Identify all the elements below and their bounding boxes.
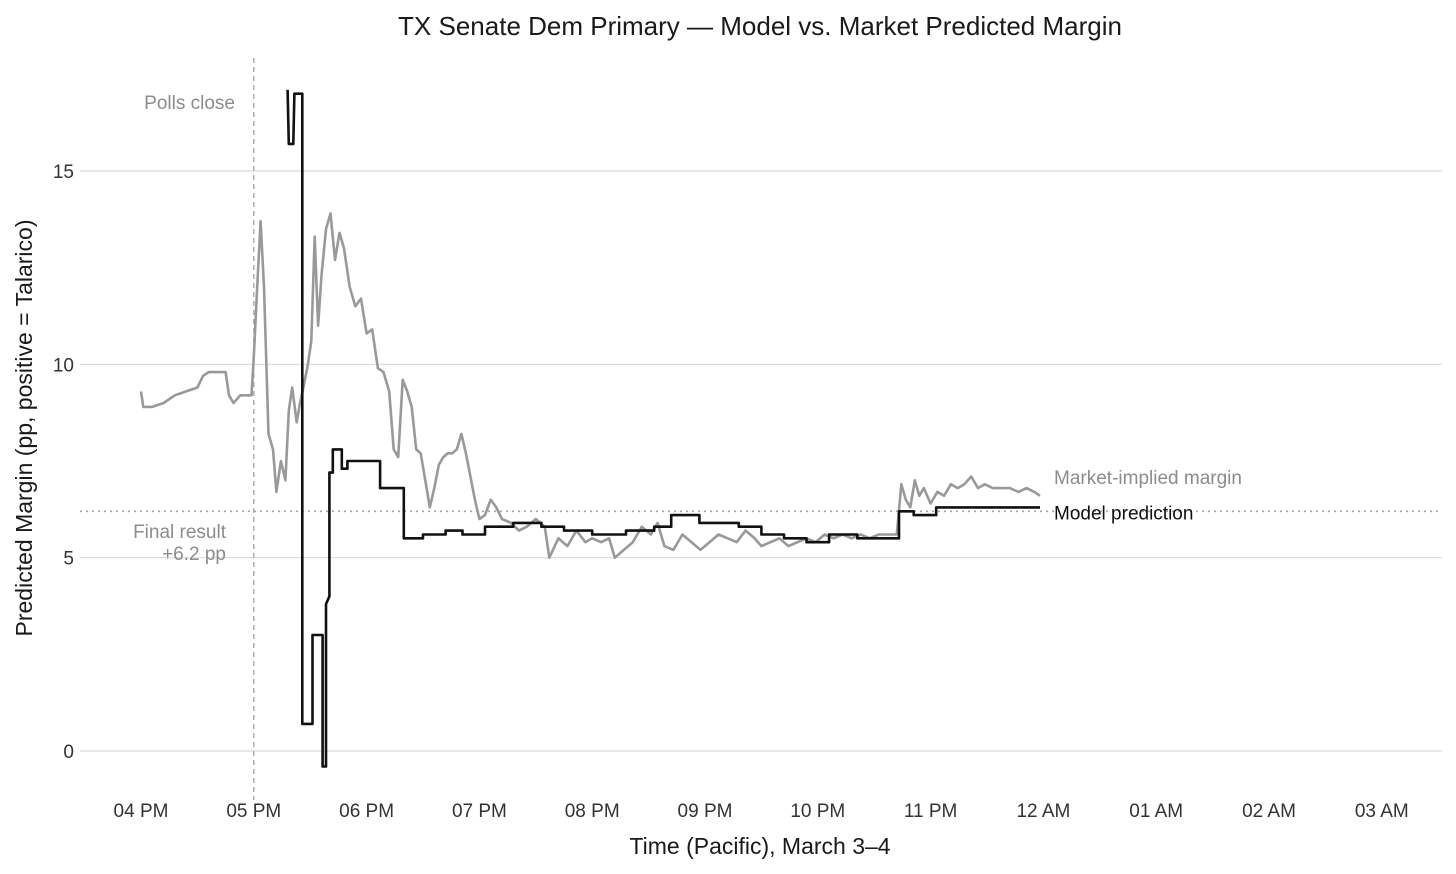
x-tick-3: 07 PM <box>452 801 507 822</box>
y-tick-labels: 0 5 10 15 <box>53 162 74 763</box>
y-tick-10: 10 <box>53 355 74 376</box>
gridlines <box>80 170 1442 752</box>
market-implied-margin-label: Market-implied margin <box>1054 468 1242 489</box>
model-prediction-line <box>286 89 1040 768</box>
polls-close-label: Polls close <box>144 93 235 114</box>
market-implied-margin-line <box>139 212 1041 559</box>
x-tick-0: 04 PM <box>114 801 169 822</box>
x-tick-5: 09 PM <box>678 801 733 822</box>
x-tick-4: 08 PM <box>565 801 620 822</box>
y-tick-0: 0 <box>63 742 74 763</box>
x-tick-7: 11 PM <box>904 801 958 822</box>
x-tick-9: 01 AM <box>1129 801 1183 822</box>
chart-title: TX Senate Dem Primary — Model vs. Market… <box>398 11 1122 41</box>
series-labels: Market-implied margin Model prediction <box>1054 468 1242 525</box>
y-tick-15: 15 <box>53 162 74 183</box>
reference-lines <box>80 58 1442 800</box>
series-lines <box>139 89 1041 768</box>
y-axis-title: Predicted Margin (pp, positive = Talaric… <box>11 220 37 637</box>
final-result-value: +6.2 pp <box>162 544 226 565</box>
x-tick-10: 02 AM <box>1242 801 1296 822</box>
x-tick-labels: 04 PM 05 PM 06 PM 07 PM 08 PM 09 PM 10 PM 11 PM… <box>114 801 1409 822</box>
x-axis-title: Time (Pacific), March 3–4 <box>629 833 890 859</box>
y-tick-5: 5 <box>63 549 74 570</box>
x-tick-6: 10 PM <box>790 801 845 822</box>
model-prediction-label: Model prediction <box>1054 503 1193 524</box>
x-tick-8: 12 AM <box>1016 801 1070 822</box>
x-tick-11: 03 AM <box>1355 801 1409 822</box>
x-tick-1: 05 PM <box>226 801 281 822</box>
x-tick-2: 06 PM <box>339 801 394 822</box>
final-result-label: Final result <box>133 522 227 543</box>
